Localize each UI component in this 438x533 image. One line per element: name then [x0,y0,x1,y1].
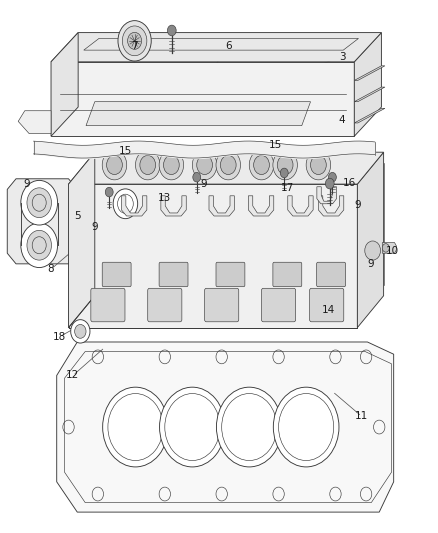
Polygon shape [51,33,78,136]
Circle shape [127,33,141,50]
Polygon shape [248,196,273,216]
Text: 13: 13 [158,193,171,204]
Text: 11: 11 [354,411,367,422]
Circle shape [192,150,216,180]
Circle shape [105,187,113,197]
Circle shape [21,180,57,225]
Text: 14: 14 [321,305,334,315]
Text: 10: 10 [385,246,398,255]
Polygon shape [287,196,312,216]
Text: 9: 9 [366,259,373,269]
Text: 15: 15 [119,146,132,156]
Circle shape [305,150,330,180]
FancyBboxPatch shape [309,288,343,322]
Polygon shape [316,187,336,204]
FancyBboxPatch shape [215,262,244,287]
Polygon shape [68,184,357,328]
Text: 9: 9 [24,179,30,189]
Polygon shape [160,196,186,216]
Text: 15: 15 [268,140,282,150]
Circle shape [159,150,183,180]
Circle shape [159,387,225,467]
Circle shape [192,172,200,182]
Polygon shape [357,152,383,328]
Polygon shape [121,196,147,216]
Text: 9: 9 [91,222,98,232]
Circle shape [118,21,151,61]
Circle shape [216,387,282,467]
FancyBboxPatch shape [261,288,295,322]
Polygon shape [86,102,310,126]
Circle shape [253,156,269,174]
Circle shape [140,156,155,174]
Polygon shape [381,243,396,253]
Circle shape [102,387,168,467]
Circle shape [220,156,236,174]
Polygon shape [7,179,77,264]
Text: 4: 4 [338,115,345,125]
FancyBboxPatch shape [148,288,181,322]
Circle shape [196,156,212,174]
Polygon shape [208,196,234,216]
Circle shape [328,172,336,182]
Text: 5: 5 [74,211,81,221]
Polygon shape [51,33,381,62]
FancyBboxPatch shape [102,262,131,287]
Polygon shape [51,62,353,136]
FancyBboxPatch shape [316,262,345,287]
Circle shape [280,168,288,177]
Circle shape [113,189,138,219]
Circle shape [310,156,325,174]
FancyBboxPatch shape [159,262,187,287]
Circle shape [273,387,338,467]
Circle shape [215,150,240,180]
Circle shape [272,150,297,180]
Circle shape [122,26,147,56]
Polygon shape [68,152,383,184]
FancyBboxPatch shape [91,288,125,322]
Circle shape [381,244,389,252]
FancyBboxPatch shape [204,288,238,322]
Circle shape [249,150,273,180]
Polygon shape [353,87,384,102]
Text: 3: 3 [338,52,345,61]
Text: 16: 16 [343,177,356,188]
Text: 8: 8 [48,264,54,274]
Circle shape [27,230,51,260]
Text: 12: 12 [66,370,79,381]
Circle shape [21,223,57,268]
Polygon shape [18,111,51,134]
Circle shape [163,156,179,174]
Polygon shape [57,342,393,512]
Text: 18: 18 [53,332,66,342]
Circle shape [325,178,333,189]
Polygon shape [353,108,384,123]
Text: 7: 7 [131,41,137,51]
Polygon shape [353,33,381,136]
FancyBboxPatch shape [272,262,301,287]
Circle shape [167,25,176,36]
Circle shape [364,241,380,260]
Polygon shape [353,66,384,80]
Text: 6: 6 [224,41,231,51]
Circle shape [277,156,292,174]
Text: 9: 9 [201,179,207,189]
Circle shape [135,150,159,180]
Circle shape [71,320,90,343]
Text: 17: 17 [280,183,293,193]
Text: 9: 9 [353,200,360,211]
Polygon shape [68,152,95,328]
Circle shape [102,150,127,180]
Circle shape [74,325,86,338]
Polygon shape [318,196,343,216]
Circle shape [106,156,122,174]
Circle shape [27,188,51,217]
